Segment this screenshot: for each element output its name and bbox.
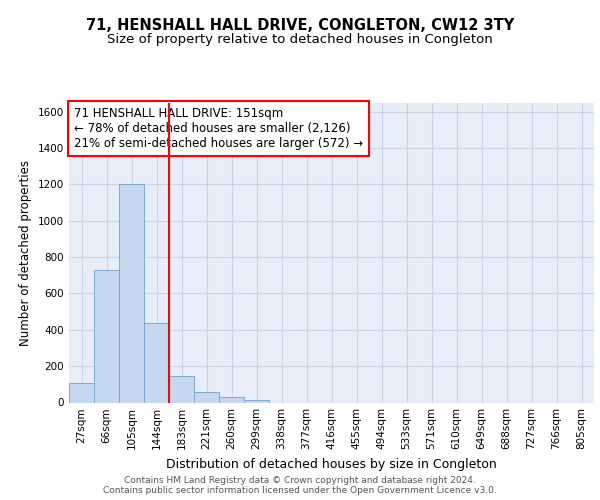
Bar — [119, 184, 144, 402]
Bar — [94, 270, 119, 402]
Bar — [219, 397, 244, 402]
Bar — [144, 322, 169, 402]
Bar — [169, 376, 194, 402]
Bar — [194, 392, 219, 402]
Bar — [244, 400, 269, 402]
Text: 71, HENSHALL HALL DRIVE, CONGLETON, CW12 3TY: 71, HENSHALL HALL DRIVE, CONGLETON, CW12… — [86, 18, 514, 32]
Bar — [69, 382, 94, 402]
Text: 71 HENSHALL HALL DRIVE: 151sqm
← 78% of detached houses are smaller (2,126)
21% : 71 HENSHALL HALL DRIVE: 151sqm ← 78% of … — [74, 107, 364, 150]
Text: Size of property relative to detached houses in Congleton: Size of property relative to detached ho… — [107, 32, 493, 46]
Text: Contains HM Land Registry data © Crown copyright and database right 2024.
Contai: Contains HM Land Registry data © Crown c… — [103, 476, 497, 495]
Y-axis label: Number of detached properties: Number of detached properties — [19, 160, 32, 346]
X-axis label: Distribution of detached houses by size in Congleton: Distribution of detached houses by size … — [166, 458, 497, 471]
